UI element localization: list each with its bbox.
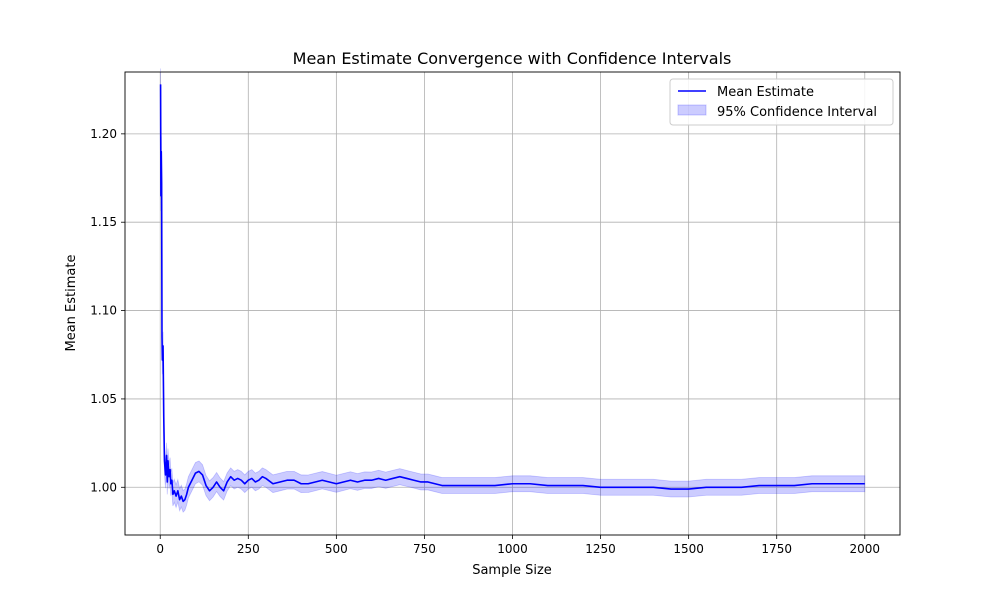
mean-line-layer	[159, 84, 865, 503]
y-axis-label: Mean Estimate	[64, 255, 79, 352]
legend-line-label: Mean Estimate	[717, 85, 814, 100]
x-tick-label: 0	[156, 542, 164, 556]
x-axis-label: Sample Size	[472, 563, 552, 578]
x-tick-label: 750	[413, 542, 436, 556]
x-tick-label: 1500	[673, 542, 704, 556]
y-ticks: 1.00 1.05 1.10 1.15 1.20	[90, 127, 125, 494]
x-tick-label: 2000	[849, 542, 880, 556]
x-tick-label: 500	[325, 542, 348, 556]
x-tick-label: 1750	[761, 542, 792, 556]
legend-box	[669, 78, 894, 126]
y-tick-label: 1.05	[90, 392, 117, 406]
x-ticks: 0 250 500 750 1000 1250 1500 1750 2000	[156, 535, 880, 556]
y-tick-label: 1.15	[90, 215, 117, 229]
y-tick-label: 1.20	[90, 127, 117, 141]
mean-estimate-line	[159, 84, 865, 503]
grid-layer	[125, 72, 900, 535]
confidence-band-layer	[160, 68, 866, 513]
y-tick-label: 1.10	[90, 304, 117, 318]
x-tick-label: 250	[237, 542, 260, 556]
y-tick-label: 1.00	[90, 480, 117, 494]
confidence-band	[160, 68, 866, 513]
x-tick-label: 1250	[585, 542, 616, 556]
x-tick-label: 1000	[497, 542, 528, 556]
legend-band-swatch	[677, 104, 707, 116]
chart-title: Mean Estimate Convergence with Confidenc…	[293, 49, 732, 68]
legend: Mean Estimate 95% Confidence Interval	[669, 78, 894, 126]
legend-band-label: 95% Confidence Interval	[717, 105, 877, 120]
